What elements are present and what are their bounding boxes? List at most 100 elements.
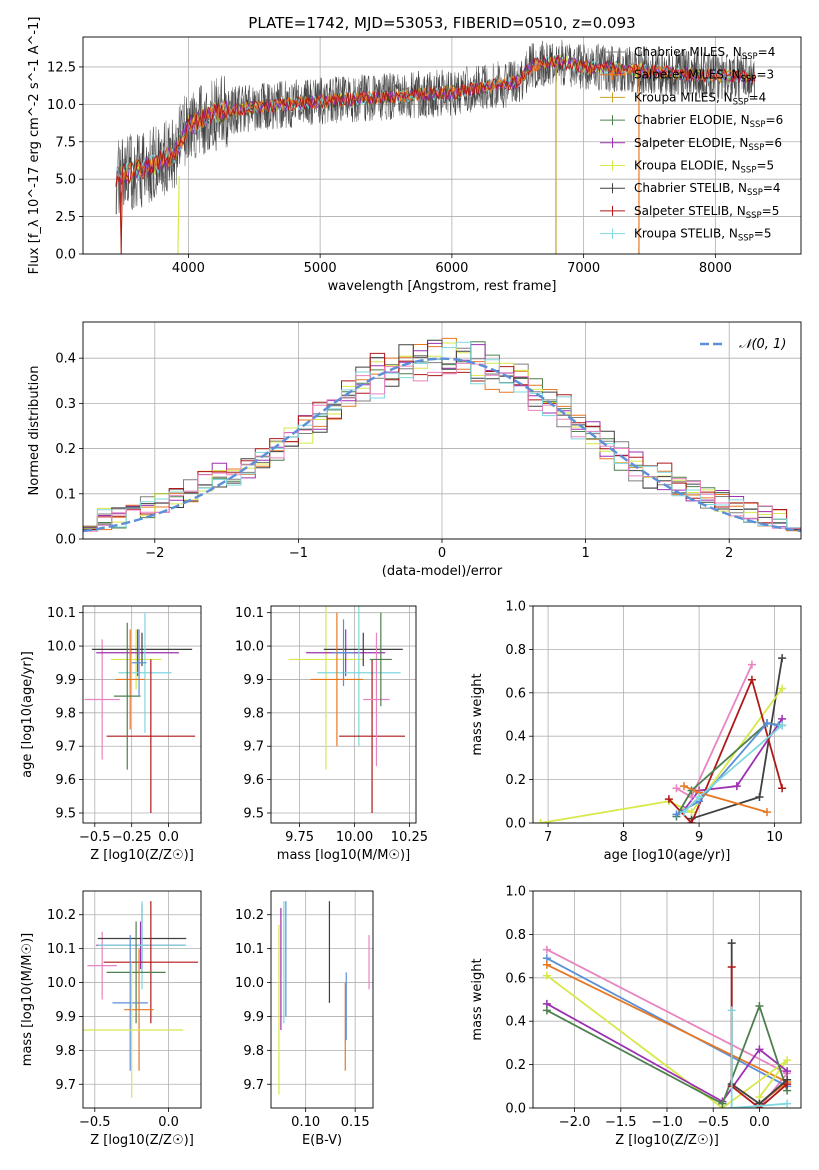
x-tick-label: 5000 (304, 261, 337, 276)
axes-spectrum: 4000 5000 6000 7000 8000 0.0 2.5 5.0 7.5 10.0 12.5… (27, 17, 802, 294)
series-marker (783, 1099, 792, 1108)
series-marker (755, 1002, 764, 1011)
y-tick-label: 0.2 (505, 1058, 526, 1073)
x-tick-label: 0.0 (158, 830, 179, 845)
axes-frame (82, 36, 802, 255)
y-axis-label: mass weight (470, 673, 485, 755)
x-axis-label: wavelength [Angstrom, rest frame] (328, 279, 557, 294)
axes-mass-vs-ebv: 0.10 0.15 9.7 9.8 9.9 10.0 10.1 10.2 E(B-V) (235, 890, 374, 1148)
x-axis-label: Z [log10(Z/Z☉)] (90, 1133, 194, 1148)
series-marker (778, 784, 787, 793)
y-tick-label: 0.0 (505, 817, 526, 832)
axis-ticks: −0.5 −0.25 0.0 9.5 9.6 9.7 9.8 9.9 10.0 10.1 (47, 606, 179, 845)
series-marker (672, 784, 681, 793)
axes-frame (82, 321, 802, 540)
x-tick-label: −0.25 (112, 830, 152, 845)
y-tick-label: 0.4 (505, 730, 526, 745)
plot-area (84, 612, 196, 813)
series-marker (783, 1080, 792, 1089)
y-tick-label: 9.7 (55, 740, 76, 755)
y-tick-label: 0.4 (505, 1015, 526, 1030)
x-tick-label: −1.5 (605, 1115, 637, 1130)
x-tick-label: 0 (438, 546, 446, 561)
legend-label: Kroupa ELODIE, NSSP=5 (634, 159, 774, 176)
series-marker (542, 945, 551, 954)
x-tick-label: −0.5 (79, 1115, 111, 1130)
x-tick-label: −1 (289, 546, 308, 561)
x-tick-label: 0.0 (158, 1115, 179, 1130)
series-marker (536, 819, 545, 823)
x-tick-label: −0.5 (79, 830, 111, 845)
figure-title: PLATE=1742, MJD=53053, FIBERID=0510, z=0… (248, 14, 635, 32)
plot-area (115, 39, 756, 254)
x-axis-label: Z [log10(Z/Z☉)] (90, 848, 194, 863)
series-marker (732, 782, 741, 791)
axis-ticks: 7 8 9 10 0.0 0.2 0.4 0.6 0.8 1.0 (505, 600, 783, 846)
x-tick-label: 10 (766, 830, 783, 845)
series-marker (763, 808, 772, 817)
x-axis-label: age [log10(age/yr)] (604, 848, 731, 863)
x-axis-label: (data-model)/error (382, 564, 503, 579)
x-tick-label: 9 (695, 830, 703, 845)
spectrum-line (115, 54, 756, 254)
series-line (546, 1003, 788, 1105)
y-tick-label: 9.7 (55, 1078, 76, 1093)
axes-frame (532, 890, 802, 1109)
series-line (675, 664, 753, 799)
x-tick-label: 8 (619, 830, 627, 845)
axes-massweight-vs-Z: −2.0 −1.5 −1.0 −0.5 0.0 0.0 0.2 0.4 0.6 0.8 1.0 Z [… (470, 885, 802, 1148)
legend-label: Salpeter STELIB, NSSP=5 (634, 204, 779, 221)
y-tick-label: 9.8 (243, 706, 264, 721)
series-marker (778, 721, 787, 730)
y-tick-label: 0.3 (55, 397, 76, 412)
y-tick-label: 9.6 (243, 773, 264, 788)
grid (533, 890, 801, 1109)
axis-ticks: −0.5 0.0 9.7 9.8 9.9 10.0 10.1 10.2 (47, 908, 179, 1130)
spectrum-line (115, 40, 755, 215)
y-tick-label: 10.1 (235, 606, 264, 621)
y-tick-label: 2.5 (55, 210, 76, 225)
axis-ticks: −2.0 −1.5 −1.0 −0.5 0.0 0.0 0.2 0.4 0.6 0.8 1.0 (505, 885, 769, 1131)
x-axis-label: Z [log10(Z/Z☉)] (615, 1133, 719, 1148)
y-tick-label: 0.2 (55, 442, 76, 457)
y-tick-label: 9.9 (243, 1010, 264, 1025)
y-tick-label: 0.8 (505, 928, 526, 943)
axes-age-vs-Z: −0.5 −0.25 0.0 9.5 9.6 9.7 9.8 9.9 10.0 10.1 Z [lo… (20, 605, 202, 863)
legend-label: Salpeter MILES, NSSP=3 (634, 68, 774, 85)
legend-label: 𝒩(0, 1) (739, 337, 786, 352)
grid (271, 606, 416, 823)
axes-mass-vs-Z: −0.5 0.0 9.7 9.8 9.9 10.0 10.1 10.2 Z [log10(Z/Z… (20, 890, 202, 1148)
x-tick-label: 4000 (172, 261, 205, 276)
plot-area (83, 337, 801, 533)
y-tick-label: 9.6 (55, 773, 76, 788)
series-marker (542, 971, 551, 980)
series-marker (679, 782, 688, 791)
y-tick-label: 9.9 (55, 1010, 76, 1025)
y-tick-label: 0.0 (505, 1102, 526, 1117)
axes-frame (82, 605, 202, 824)
y-tick-label: 9.7 (243, 740, 264, 755)
plot-area (83, 901, 199, 1098)
x-tick-label: 1 (581, 546, 589, 561)
x-tick-label: −2.0 (559, 1115, 591, 1130)
series-marker (664, 795, 673, 804)
series-line (546, 974, 788, 1108)
axis-ticks: 0.10 0.15 9.7 9.8 9.9 10.0 10.1 10.2 (235, 908, 370, 1130)
series-marker (718, 1099, 727, 1108)
series-marker (755, 792, 764, 801)
y-tick-label: 9.9 (243, 673, 264, 688)
x-tick-label: −1.0 (651, 1115, 683, 1130)
y-tick-label: 1.0 (505, 885, 526, 900)
y-tick-label: 0.6 (505, 971, 526, 986)
series-marker (778, 684, 787, 693)
gaussian-curve (83, 357, 801, 533)
y-tick-label: 9.7 (243, 1078, 264, 1093)
y-tick-label: 0.1 (55, 487, 76, 502)
y-tick-label: 10.0 (235, 976, 264, 991)
series-marker (783, 1056, 792, 1065)
legend-label: Chabrier MILES, NSSP=4 (634, 45, 775, 62)
axes-massweight-vs-age: 7 8 9 10 0.0 0.2 0.4 0.6 0.8 1.0 age [log10(age/yr… (470, 600, 802, 863)
legend-label: Salpeter ELODIE, NSSP=6 (634, 136, 782, 153)
series-marker (755, 1045, 764, 1054)
histogram-step (83, 341, 801, 532)
